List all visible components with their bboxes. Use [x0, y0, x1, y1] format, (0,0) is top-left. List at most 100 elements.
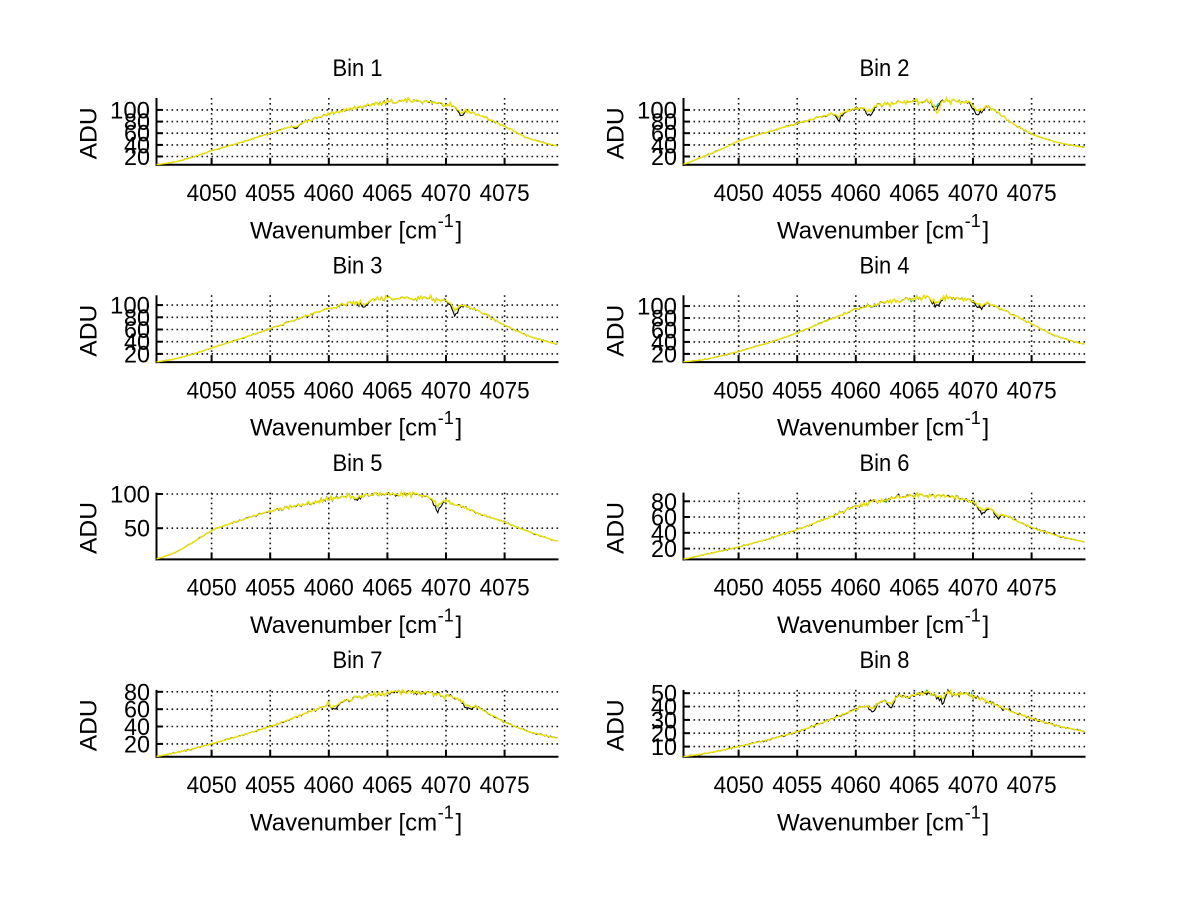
svg-text:4065: 4065	[889, 772, 939, 799]
svg-text:Bin 3: Bin 3	[333, 253, 383, 280]
svg-text:Wavenumber [cm: Wavenumber [cm	[250, 217, 437, 244]
svg-text:Bin 2: Bin 2	[860, 55, 910, 82]
svg-text:4050: 4050	[714, 180, 764, 207]
svg-text:-1: -1	[438, 803, 454, 823]
svg-text:4065: 4065	[889, 377, 939, 404]
svg-text:60: 60	[651, 505, 677, 532]
svg-text:4055: 4055	[772, 575, 822, 602]
svg-text:4060: 4060	[831, 772, 881, 799]
svg-text:20: 20	[124, 341, 150, 368]
svg-text:Bin 6: Bin 6	[860, 450, 910, 477]
svg-text:]: ]	[983, 612, 990, 639]
svg-text:80: 80	[124, 305, 150, 332]
svg-text:]: ]	[456, 415, 463, 442]
svg-text:4070: 4070	[948, 772, 998, 799]
svg-text:40: 40	[651, 329, 677, 356]
svg-text:Wavenumber [cm: Wavenumber [cm	[777, 809, 964, 836]
svg-text:]: ]	[983, 415, 990, 442]
svg-text:4055: 4055	[245, 772, 295, 799]
svg-text:4050: 4050	[187, 377, 237, 404]
svg-text:4060: 4060	[831, 180, 881, 207]
svg-text:4075: 4075	[480, 180, 530, 207]
svg-text:ADU: ADU	[76, 305, 103, 357]
svg-text:40: 40	[124, 329, 150, 356]
svg-text:Bin 1: Bin 1	[333, 55, 383, 82]
svg-text:4055: 4055	[772, 377, 822, 404]
svg-text:]: ]	[456, 612, 463, 639]
svg-text:4050: 4050	[714, 575, 764, 602]
svg-text:4070: 4070	[948, 180, 998, 207]
svg-text:-1: -1	[965, 803, 981, 823]
svg-text:4065: 4065	[889, 575, 939, 602]
svg-text:Wavenumber [cm: Wavenumber [cm	[777, 415, 964, 442]
svg-text:4055: 4055	[245, 377, 295, 404]
svg-text:4075: 4075	[480, 772, 530, 799]
svg-text:100: 100	[110, 293, 150, 320]
svg-text:4070: 4070	[948, 575, 998, 602]
svg-text:ADU: ADU	[603, 107, 630, 159]
svg-text:4060: 4060	[304, 772, 354, 799]
svg-text:Bin 5: Bin 5	[333, 450, 383, 477]
svg-text:4075: 4075	[1007, 180, 1057, 207]
svg-text:4065: 4065	[362, 575, 412, 602]
svg-text:4060: 4060	[304, 180, 354, 207]
svg-text:-1: -1	[438, 408, 454, 428]
svg-text:4075: 4075	[1007, 575, 1057, 602]
svg-text:100: 100	[637, 294, 677, 321]
svg-text:ADU: ADU	[603, 305, 630, 357]
svg-text:Wavenumber [cm: Wavenumber [cm	[250, 809, 437, 836]
svg-text:-1: -1	[965, 605, 981, 625]
svg-text:4075: 4075	[1007, 377, 1057, 404]
svg-text:Bin 8: Bin 8	[860, 647, 910, 674]
svg-text:-1: -1	[965, 211, 981, 231]
svg-text:4060: 4060	[304, 575, 354, 602]
svg-text:]: ]	[983, 217, 990, 244]
svg-text:4075: 4075	[1007, 772, 1057, 799]
svg-text:80: 80	[651, 489, 677, 516]
svg-text:100: 100	[110, 97, 150, 124]
svg-text:4065: 4065	[362, 377, 412, 404]
svg-text:4050: 4050	[187, 180, 237, 207]
svg-text:50: 50	[124, 516, 150, 543]
svg-text:4055: 4055	[772, 180, 822, 207]
svg-text:40: 40	[124, 132, 150, 159]
svg-text:40: 40	[651, 520, 677, 547]
svg-text:4070: 4070	[421, 772, 471, 799]
svg-text:-1: -1	[438, 605, 454, 625]
svg-text:20: 20	[651, 536, 677, 563]
svg-text:40: 40	[651, 694, 677, 721]
svg-text:60: 60	[651, 318, 677, 345]
svg-text:4050: 4050	[187, 575, 237, 602]
svg-text:60: 60	[651, 121, 677, 148]
svg-text:20: 20	[124, 731, 150, 758]
svg-text:Wavenumber [cm: Wavenumber [cm	[777, 217, 964, 244]
svg-text:Bin 7: Bin 7	[333, 647, 383, 674]
svg-text:4060: 4060	[831, 377, 881, 404]
svg-text:20: 20	[651, 144, 677, 171]
svg-text:20: 20	[124, 144, 150, 171]
svg-text:4060: 4060	[831, 575, 881, 602]
svg-text:ADU: ADU	[603, 502, 630, 554]
svg-text:10: 10	[651, 734, 677, 761]
svg-text:-1: -1	[438, 211, 454, 231]
svg-text:ADU: ADU	[76, 699, 103, 751]
svg-text:80: 80	[651, 306, 677, 333]
svg-text:4060: 4060	[304, 377, 354, 404]
svg-text:Bin 4: Bin 4	[860, 253, 910, 280]
svg-text:4055: 4055	[245, 180, 295, 207]
svg-text:4065: 4065	[362, 772, 412, 799]
svg-text:Wavenumber [cm: Wavenumber [cm	[250, 612, 437, 639]
svg-text:20: 20	[651, 721, 677, 748]
svg-text:20: 20	[651, 341, 677, 368]
svg-text:60: 60	[124, 697, 150, 724]
svg-text:60: 60	[124, 317, 150, 344]
svg-text:30: 30	[651, 707, 677, 734]
svg-text:Wavenumber [cm: Wavenumber [cm	[777, 612, 964, 639]
svg-text:4070: 4070	[948, 377, 998, 404]
svg-text:80: 80	[124, 679, 150, 706]
svg-text:4065: 4065	[889, 180, 939, 207]
svg-text:ADU: ADU	[76, 502, 103, 554]
svg-text:50: 50	[651, 681, 677, 708]
svg-text:ADU: ADU	[76, 107, 103, 159]
svg-text:4070: 4070	[421, 180, 471, 207]
